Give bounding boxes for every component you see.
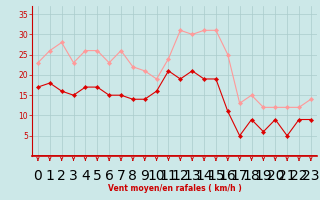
X-axis label: Vent moyen/en rafales ( km/h ): Vent moyen/en rafales ( km/h ) [108, 184, 241, 193]
